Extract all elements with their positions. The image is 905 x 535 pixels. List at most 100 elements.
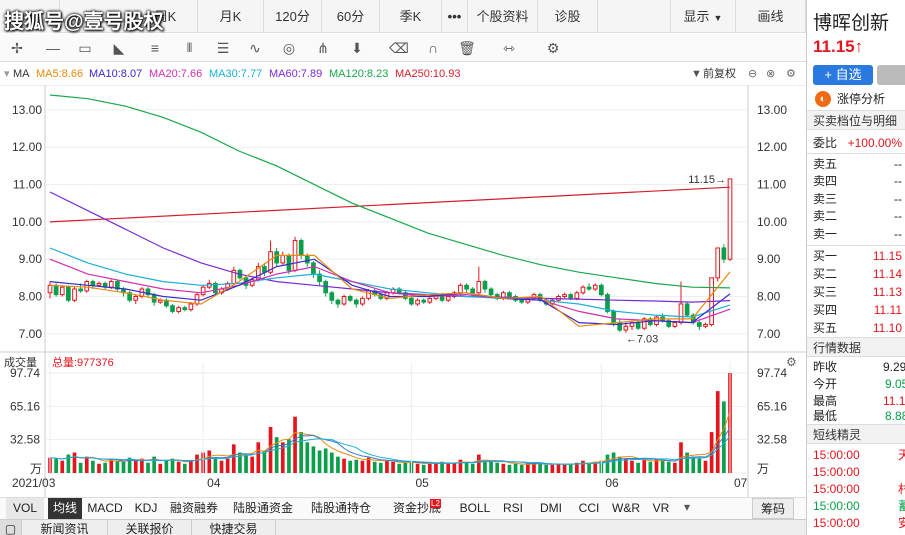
more-button[interactable] xyxy=(877,65,905,85)
limit-up-analysis-link[interactable]: 涨停分析 xyxy=(837,92,886,106)
draw-line-button[interactable]: 画线 xyxy=(736,0,806,33)
tab-indicator-9[interactable]: RSI xyxy=(502,501,523,515)
display-label: 显示 xyxy=(683,9,710,24)
tab-indicator-13[interactable]: VR xyxy=(652,501,670,515)
tab-news[interactable]: 新闻资讯 xyxy=(22,520,108,535)
eraser-icon[interactable]: ⌫ xyxy=(389,40,409,56)
short-term-row[interactable]: 15:00:00 天 xyxy=(813,447,905,464)
tab-stock-profile[interactable]: 个股资料 xyxy=(468,0,538,33)
volume-tick-label: 97.74 xyxy=(10,366,40,380)
adjust-chevron-icon[interactable]: ▼ xyxy=(691,68,702,80)
add-favorite-button[interactable]: + 自选 xyxy=(813,65,873,85)
kline-chart[interactable]: 7.00 7.00 8.00 8.00 9.00 9.00 10.00 10.00 11.00 1… xyxy=(0,85,806,525)
candle-body xyxy=(574,292,580,299)
more-periods-button[interactable]: ••• xyxy=(442,0,468,33)
tab-quick-trade[interactable]: 快捷交易 xyxy=(192,520,276,535)
bid-row[interactable]: 买二 11.14 xyxy=(813,266,905,283)
tab-day[interactable] xyxy=(0,0,60,33)
wave-icon[interactable]: ∿ xyxy=(249,40,261,56)
fan-icon[interactable]: ◣ xyxy=(113,40,125,56)
square-icon[interactable]: ▢ xyxy=(0,520,22,535)
volume-bar xyxy=(513,463,518,473)
crosshair-icon[interactable]: ✢ xyxy=(11,40,23,56)
short-term-row[interactable]: 15:00:00 安 xyxy=(813,515,905,532)
close-icon[interactable]: ⊗ xyxy=(766,68,776,80)
ask-row[interactable]: 卖一 -- xyxy=(813,226,905,243)
channel-icon[interactable]: ≡ xyxy=(150,40,160,56)
trash-icon[interactable]: 🗑 xyxy=(458,40,476,56)
quote-label: 最高 xyxy=(813,394,838,408)
candle-body xyxy=(623,325,629,331)
tab-indicator-14[interactable]: 筹码 xyxy=(752,498,794,519)
tab-indicator-6[interactable]: 陆股通持仓 xyxy=(310,501,371,515)
tab-indicator-4[interactable]: 融资融券 xyxy=(169,501,218,515)
tab-indicator-5[interactable]: 陆股通资金 xyxy=(232,501,293,515)
bid-row[interactable]: 买一 11.15 xyxy=(813,248,905,265)
tab-indicator-7[interactable]: 资金抄底 xyxy=(392,501,441,515)
weibi-row: 委比 +100.00% xyxy=(813,135,905,152)
candle-body xyxy=(482,281,488,290)
line-icon[interactable]: — xyxy=(46,40,60,56)
tab-120min[interactable]: 120分 xyxy=(264,0,322,33)
volume-bar xyxy=(476,454,481,473)
ask-row[interactable]: 卖四 -- xyxy=(813,173,905,190)
display-menu[interactable]: 显示 ▼ xyxy=(670,0,736,33)
volume-bar xyxy=(434,462,438,473)
bid-row[interactable]: 买三 11.13 xyxy=(813,284,905,301)
gear-icon[interactable]: ⚙ xyxy=(786,68,796,80)
candle-body xyxy=(586,286,592,290)
ma10-value: MA10:8.07 xyxy=(89,68,143,80)
cycle-icon[interactable]: ◎ xyxy=(282,40,296,56)
tab-indicator-12[interactable]: W&R xyxy=(612,501,640,515)
ask-row[interactable]: 卖三 -- xyxy=(813,191,905,208)
short-term-row[interactable]: 15:00:00 xyxy=(813,464,905,481)
short-term-row[interactable]: 15:00:00 村 xyxy=(813,481,905,498)
volume-bar xyxy=(164,460,169,473)
candle-body xyxy=(580,286,586,294)
tab-indicator-8[interactable]: BOLL xyxy=(459,501,491,515)
minus-icon[interactable]: ⊖ xyxy=(748,68,758,80)
collapse-icon[interactable]: ▾ xyxy=(4,68,10,80)
settings-icon[interactable]: ⚙ xyxy=(546,40,560,56)
tab-indicator-3[interactable]: KDJ xyxy=(134,501,158,515)
bars-icon[interactable]: ||| xyxy=(186,42,193,53)
volume-bar xyxy=(397,463,402,473)
tab-indicator-10[interactable]: DMI xyxy=(540,501,562,515)
tab-month[interactable]: 月K xyxy=(198,0,264,33)
tab-indicator-0[interactable]: VOL xyxy=(6,498,44,519)
bid-label: 买四 xyxy=(813,303,838,317)
ask-row[interactable]: 卖二 -- xyxy=(813,208,905,225)
magnet-icon[interactable]: ∩ xyxy=(427,40,439,56)
more-indicators-icon[interactable]: ▾ xyxy=(684,500,691,514)
fork-icon[interactable]: ⋔ xyxy=(317,40,329,56)
volume-bar xyxy=(195,454,199,473)
tab-indicator-11[interactable]: CCI xyxy=(578,501,600,515)
stretch-icon[interactable]: ⇿ xyxy=(503,40,515,56)
bid-row[interactable]: 买四 11.11 xyxy=(813,302,905,319)
volume-bar xyxy=(458,459,463,473)
bid-label: 买二 xyxy=(813,267,838,281)
short-term-row[interactable]: 15:00:00 蓄 xyxy=(813,498,905,515)
tab-indicator-1[interactable]: 均线 xyxy=(48,498,82,519)
volume-bar xyxy=(403,462,408,473)
adjust-mode[interactable]: 前复权 xyxy=(703,68,736,80)
bid-row[interactable]: 买五 11.10 xyxy=(813,320,905,337)
price-tick-label: 10.00 xyxy=(12,215,42,229)
tab-quarter[interactable]: 季K xyxy=(380,0,442,33)
volume-ma-line xyxy=(49,411,731,465)
tab-60min[interactable]: 60分 xyxy=(322,0,380,33)
volume-bar xyxy=(250,456,254,473)
gear-icon[interactable]: ⚙ xyxy=(786,355,797,369)
ask-row[interactable]: 卖五 -- xyxy=(813,156,905,173)
arrow-down-icon[interactable]: ⬇ xyxy=(351,40,363,56)
ma60-value: MA60:7.89 xyxy=(269,68,323,80)
tab-indicator-2[interactable]: MACD xyxy=(87,501,123,515)
volume-bar xyxy=(617,456,622,473)
tab-related-quotes[interactable]: 关联报价 xyxy=(108,520,192,535)
text-icon[interactable]: ☰ xyxy=(216,40,230,56)
tab-week[interactable]: 周K xyxy=(134,0,198,33)
candle-body xyxy=(347,295,353,301)
tab-diagnosis[interactable]: 诊股 xyxy=(538,0,598,33)
rect-icon[interactable]: ▭ xyxy=(78,40,92,56)
